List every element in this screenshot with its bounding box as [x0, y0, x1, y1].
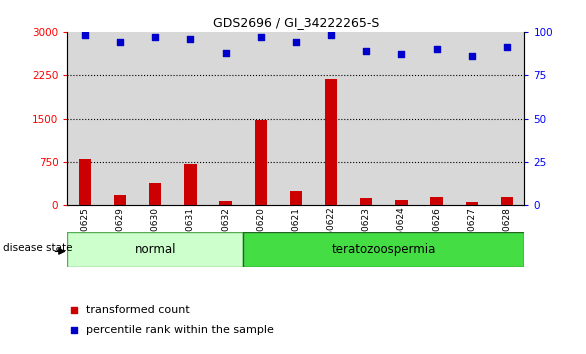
Point — [353, 200, 363, 206]
Point — [291, 39, 301, 45]
Bar — [114, 195, 127, 205]
Point — [362, 48, 371, 54]
Point — [467, 53, 476, 59]
Bar — [243, 232, 524, 267]
Bar — [465, 202, 478, 205]
Point — [326, 33, 336, 38]
Bar — [67, 232, 243, 267]
Text: teratozoospermia: teratozoospermia — [332, 243, 436, 256]
Bar — [149, 183, 161, 205]
Point — [186, 36, 195, 42]
Text: normal: normal — [135, 243, 176, 256]
Bar — [173, 32, 208, 205]
Bar — [500, 197, 513, 205]
Bar — [208, 32, 243, 205]
Text: transformed count: transformed count — [86, 305, 189, 315]
Bar — [185, 164, 197, 205]
Bar — [103, 32, 138, 205]
Point — [432, 46, 441, 52]
Point — [353, 16, 363, 22]
Bar — [220, 201, 232, 205]
Text: disease state: disease state — [3, 243, 73, 253]
Bar — [325, 79, 338, 205]
Point — [115, 39, 125, 45]
Point — [80, 33, 90, 38]
Bar — [419, 32, 454, 205]
Text: percentile rank within the sample: percentile rank within the sample — [86, 325, 274, 336]
Point — [397, 52, 406, 57]
Bar — [278, 32, 314, 205]
Title: GDS2696 / GI_34222265-S: GDS2696 / GI_34222265-S — [213, 16, 379, 29]
Point — [151, 34, 160, 40]
Bar — [243, 32, 278, 205]
Bar — [138, 32, 173, 205]
Point — [221, 50, 230, 56]
Bar — [67, 32, 103, 205]
Bar — [349, 32, 384, 205]
Point — [256, 34, 265, 40]
Bar — [384, 32, 419, 205]
Bar — [360, 198, 373, 205]
Bar — [430, 197, 443, 205]
Bar — [396, 200, 408, 205]
Bar — [454, 32, 489, 205]
Bar — [290, 191, 302, 205]
Bar — [314, 32, 349, 205]
Bar — [79, 159, 91, 205]
Bar — [489, 32, 524, 205]
Bar — [255, 120, 267, 205]
Point — [502, 45, 512, 50]
